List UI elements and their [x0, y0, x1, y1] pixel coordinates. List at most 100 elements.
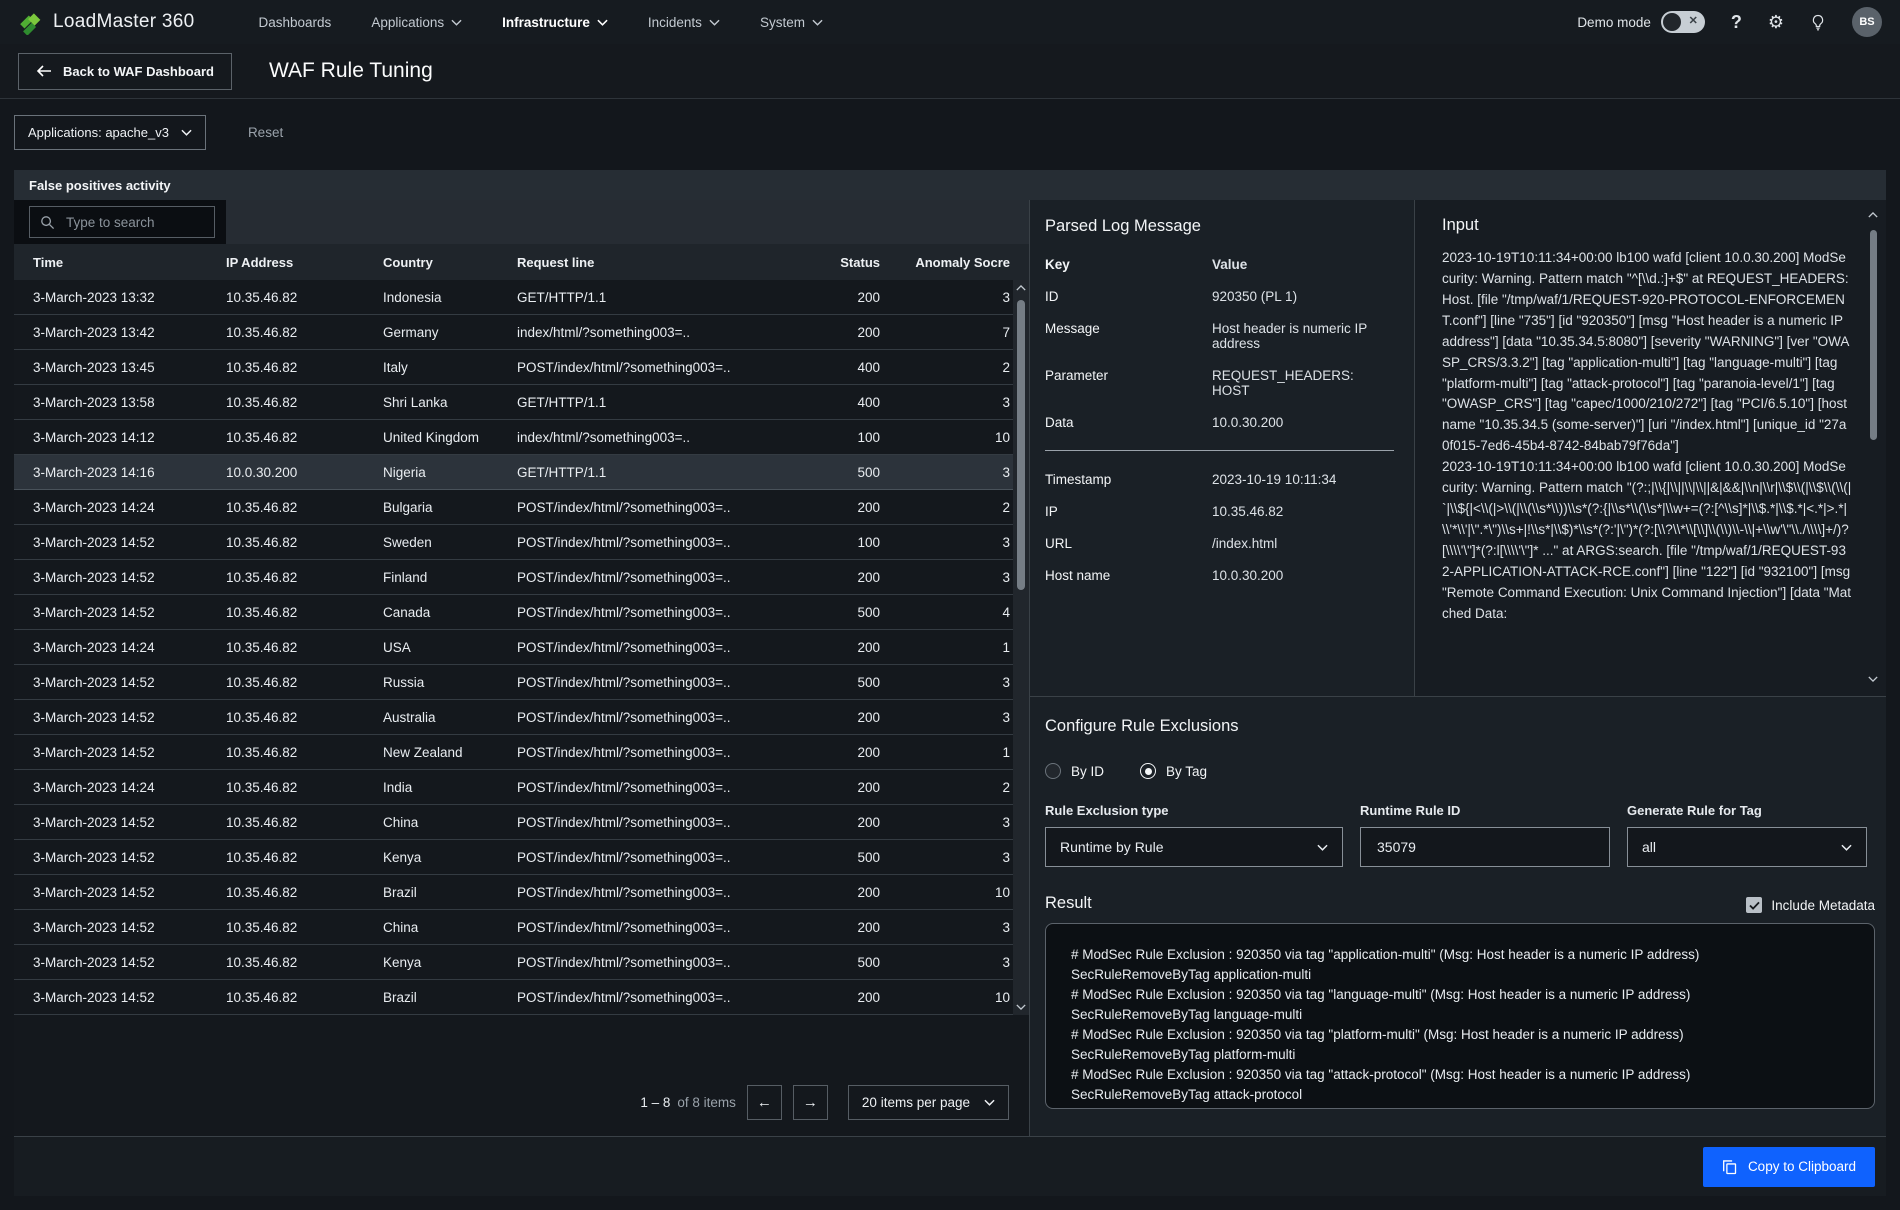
avatar[interactable]: BS — [1852, 7, 1882, 37]
parsed-log-fields: Key Value ID 920350 (PL 1) Message Host … — [1045, 257, 1394, 583]
kv-row-timestamp: Timestamp 2023-10-19 10:11:34 — [1045, 472, 1337, 487]
nav-item-dashboards[interactable]: Dashboards — [258, 14, 332, 30]
column-header-status[interactable]: Status — [840, 254, 880, 270]
rule-exclusion-type-select[interactable]: Runtime by Rule — [1045, 827, 1343, 867]
radio-by-id[interactable]: By ID — [1045, 763, 1104, 779]
nav-item-system[interactable]: System — [760, 15, 823, 30]
top-nav: LoadMaster 360 Dashboards Applications I… — [0, 0, 1900, 44]
generate-rule-for-tag-label: Generate Rule for Tag — [1627, 803, 1762, 818]
table-header-row: Time IP Address Country Request line Sta… — [14, 244, 1029, 280]
kv-row-hostname: Host name 10.0.30.200 — [1045, 568, 1284, 583]
table-row[interactable]: 3-March-2023 13:45 10.35.46.82 Italy POST/i… — [14, 350, 1029, 385]
lightbulb-icon[interactable] — [1810, 14, 1826, 31]
toggle-off-x-icon: ✕ — [1688, 15, 1698, 27]
configure-title: Configure Rule Exclusions — [1045, 717, 1239, 735]
table-row[interactable]: 3-March-2023 14:52 10.35.46.82 Brazil POST/… — [14, 875, 1029, 910]
table-row[interactable]: 3-March-2023 14:52 10.35.46.82 China POST/i… — [14, 805, 1029, 840]
pagination-bar: 1 – 8 of 8 items ← → 20 items per page — [14, 1082, 1029, 1122]
table-row[interactable]: 3-March-2023 14:52 10.35.46.82 Russia POST/… — [14, 665, 1029, 700]
column-header-anomaly-score[interactable]: Anomaly Socre — [915, 254, 1010, 270]
table-row[interactable]: 3-March-2023 14:12 10.35.46.82 United King… — [14, 420, 1029, 455]
result-header-row: Result Include Metadata — [1045, 894, 1875, 913]
nav-item-infrastructure[interactable]: Infrastructure — [502, 15, 608, 30]
loadmaster-logo-icon — [18, 9, 44, 35]
include-metadata-checkbox-group[interactable]: Include Metadata — [1746, 897, 1875, 913]
page-bottom-spacer — [0, 1196, 1900, 1210]
table-scrollbar[interactable] — [1013, 280, 1029, 1015]
runtime-rule-id-label: Runtime Rule ID — [1360, 803, 1461, 818]
applications-filter-dropdown[interactable]: Applications: apache_v3 — [14, 115, 206, 150]
nav-item-incidents[interactable]: Incidents — [648, 15, 720, 30]
next-page-button[interactable]: → — [792, 1084, 828, 1120]
configure-rule-exclusions-section: Configure Rule Exclusions By ID By Tag — [1030, 697, 1886, 1136]
parsed-log-panel: Parsed Log Message Key Value ID 920350 (… — [1030, 200, 1415, 696]
radio-circle-icon — [1045, 763, 1061, 779]
chevron-down-icon — [709, 19, 720, 26]
scroll-down-icon[interactable] — [1868, 672, 1878, 686]
input-panel: Input 2023-10-19T10:11:34+00:00 lb100 wa… — [1415, 200, 1886, 696]
items-per-page-dropdown[interactable]: 20 items per page — [847, 1084, 1009, 1120]
chevron-down-icon — [181, 129, 192, 136]
scroll-down-icon[interactable] — [1016, 999, 1026, 1015]
kv-row-data: Data 10.0.30.200 — [1045, 415, 1284, 430]
demo-mode-label: Demo mode — [1577, 14, 1651, 30]
demo-mode-toggle[interactable]: ✕ — [1660, 11, 1705, 33]
copy-to-clipboard-button[interactable]: Copy to Clipboard — [1702, 1146, 1875, 1187]
search-icon — [41, 215, 55, 229]
result-output: # ModSec Rule Exclusion : 920350 via tag… — [1045, 923, 1875, 1109]
scrollbar-thumb[interactable] — [1869, 230, 1877, 440]
main-nav-items: Dashboards Applications Infrastructure I… — [259, 15, 823, 30]
table-row[interactable]: 3-March-2023 14:52 10.35.46.82 New Zealand… — [14, 735, 1029, 770]
checkbox-checked-icon[interactable] — [1746, 897, 1763, 913]
table-row[interactable]: 3-March-2023 14:24 10.35.46.82 Bulgaria POS… — [14, 490, 1029, 525]
table-row[interactable]: 3-March-2023 14:52 10.35.46.82 Finland POST… — [14, 560, 1029, 595]
false-positives-card: False positives activity Time IP Address — [14, 170, 1886, 1196]
table-row[interactable]: 3-March-2023 14:52 10.35.46.82 Brazil POST/… — [14, 980, 1029, 1015]
prev-page-button[interactable]: ← — [746, 1084, 782, 1120]
card-title: False positives activity — [29, 177, 171, 193]
toggle-knob — [1662, 13, 1681, 31]
nav-right-controls: Demo mode ✕ ? ⚙ BS — [1577, 7, 1882, 37]
table-row[interactable]: 3-March-2023 14:24 10.35.46.82 India POST/i… — [14, 770, 1029, 805]
runtime-rule-id-input[interactable] — [1375, 838, 1595, 856]
reset-link[interactable]: Reset — [247, 125, 284, 140]
table-row[interactable]: 3-March-2023 14:16 10.0.30.200 Nigeria GET/… — [14, 455, 1029, 490]
gear-icon[interactable]: ⚙ — [1767, 11, 1784, 32]
table-row[interactable]: 3-March-2023 14:52 10.35.46.82 Australia PO… — [14, 700, 1029, 735]
help-icon[interactable]: ? — [1730, 11, 1742, 32]
input-scrollbar[interactable] — [1866, 208, 1880, 686]
radio-by-tag[interactable]: By Tag — [1140, 763, 1207, 779]
table-row[interactable]: 3-March-2023 13:32 10.35.46.82 Indonesia GE… — [14, 280, 1029, 315]
kv-row-parameter: Parameter REQUEST_HEADERS: HOST — [1045, 368, 1354, 398]
brand[interactable]: LoadMaster 360 — [18, 9, 195, 35]
table-row[interactable]: 3-March-2023 14:52 10.35.46.82 Sweden POST/… — [14, 525, 1029, 560]
pagination-of: of 8 items — [677, 1094, 736, 1110]
search-box[interactable] — [29, 206, 215, 238]
table-row[interactable]: 3-March-2023 14:52 10.35.46.82 Canada POST/… — [14, 595, 1029, 630]
table-row[interactable]: 3-March-2023 13:58 10.35.46.82 Shri Lanka G… — [14, 385, 1029, 420]
column-header-request-line[interactable]: Request line — [517, 254, 595, 270]
table-row[interactable]: 3-March-2023 14:52 10.35.46.82 Kenya POST/i… — [14, 840, 1029, 875]
back-to-waf-dashboard-button[interactable]: Back to WAF Dashboard — [18, 52, 232, 90]
column-header-ip[interactable]: IP Address — [226, 254, 294, 270]
table-row[interactable]: 3-March-2023 14:52 10.35.46.82 Kenya POST/i… — [14, 945, 1029, 980]
column-header-country[interactable]: Country — [383, 254, 433, 270]
scroll-up-icon[interactable] — [1016, 280, 1026, 296]
false-positives-table-section: Time IP Address Country Request line Sta… — [14, 200, 1030, 1136]
kv-row-ip: IP 10.35.46.82 — [1045, 504, 1284, 519]
column-header-time[interactable]: Time — [33, 254, 64, 270]
nav-item-applications[interactable]: Applications — [371, 15, 462, 30]
generate-rule-for-tag-select[interactable]: all — [1627, 827, 1867, 867]
table-row[interactable]: 3-March-2023 14:24 10.35.46.82 USA POST/ind… — [14, 630, 1029, 665]
scroll-up-icon[interactable] — [1868, 208, 1878, 222]
chevron-down-icon — [1841, 844, 1852, 851]
page-title: WAF Rule Tuning — [268, 59, 433, 82]
scrollbar-thumb[interactable] — [1017, 300, 1025, 590]
input-title: Input — [1442, 216, 1479, 234]
search-input[interactable] — [64, 213, 194, 231]
chevron-down-icon — [984, 1099, 995, 1106]
table-row[interactable]: 3-March-2023 14:52 10.35.46.82 China POST/i… — [14, 910, 1029, 945]
table-row[interactable]: 3-March-2023 13:42 10.35.46.82 Germany inde… — [14, 315, 1029, 350]
pagination-range: 1 – 8 — [640, 1094, 671, 1110]
